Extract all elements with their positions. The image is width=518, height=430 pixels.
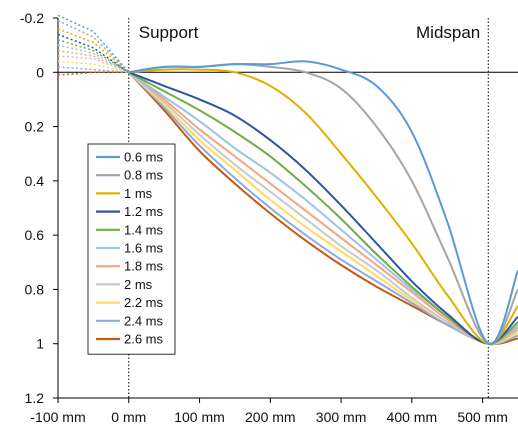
- x-tick-label: 500 mm: [457, 409, 508, 425]
- legend-label: 0.8 ms: [124, 168, 164, 183]
- series-extension: [57, 20, 130, 73]
- legend-label: 2.6 ms: [124, 332, 164, 347]
- x-tick-label: 400 mm: [387, 409, 438, 425]
- series-line: [128, 71, 518, 345]
- annotations: Support Midspan: [139, 23, 481, 42]
- axes: -0.2 0 0.2 0.4 0.6 0.8 1 1.2 -100 mm 0 mm 100 mm 20…: [20, 10, 518, 425]
- legend-box: [87, 143, 176, 355]
- y-tick-label: 0.2: [25, 119, 45, 135]
- series-extension: [57, 38, 130, 73]
- extrapolation-lines: [57, 14, 130, 76]
- legend-label: 1.6 ms: [124, 241, 164, 256]
- y-tick-label: -0.2: [20, 10, 44, 26]
- legend: 0.6 ms 0.8 ms 1 ms 1.2 ms 1.4 ms 1.6 ms 1.8 ms…: [87, 143, 176, 355]
- series-line: [128, 71, 518, 345]
- series-extension: [57, 14, 130, 73]
- x-tick-label: 100 mm: [174, 409, 225, 425]
- y-tick-label: 1: [36, 336, 44, 352]
- series-line: [128, 71, 518, 345]
- series-lines: [128, 60, 518, 346]
- y-tick-label: 0.6: [25, 227, 45, 243]
- x-tick-label: 0 mm: [111, 409, 146, 425]
- legend-label: 1 ms: [124, 186, 153, 201]
- y-tick-label: 0: [36, 64, 44, 80]
- y-tick-label: 0.4: [25, 173, 45, 189]
- legend-label: 1.2 ms: [124, 204, 164, 219]
- legend-label: 1.4 ms: [124, 222, 164, 237]
- series-extension: [57, 28, 130, 73]
- series-extension: [57, 44, 130, 73]
- legend-label: 1.8 ms: [124, 259, 164, 274]
- series-extension: [57, 66, 129, 74]
- series-line: [128, 71, 518, 345]
- annotation-label: Midspan: [416, 23, 480, 42]
- series-extension: [57, 33, 130, 73]
- legend-label: 2.4 ms: [124, 313, 164, 328]
- series-line: [128, 60, 518, 345]
- series-line: [128, 71, 518, 345]
- annotation-label: Support: [139, 23, 199, 42]
- y-tick-label: 1.2: [25, 390, 45, 406]
- legend-label: 0.6 ms: [124, 150, 164, 165]
- legend-label: 2 ms: [124, 277, 153, 292]
- y-tick-label: 0.8: [25, 281, 45, 297]
- series-line: [128, 68, 518, 345]
- x-tick-label: 300 mm: [316, 409, 367, 425]
- x-tick-label: 200 mm: [245, 409, 296, 425]
- legend-label: 2.2 ms: [124, 295, 164, 310]
- series-extension: [57, 60, 129, 74]
- series-line: [128, 71, 518, 345]
- series-extension: [57, 71, 129, 76]
- x-tick-label: -100 mm: [30, 409, 85, 425]
- series-line: [128, 63, 518, 345]
